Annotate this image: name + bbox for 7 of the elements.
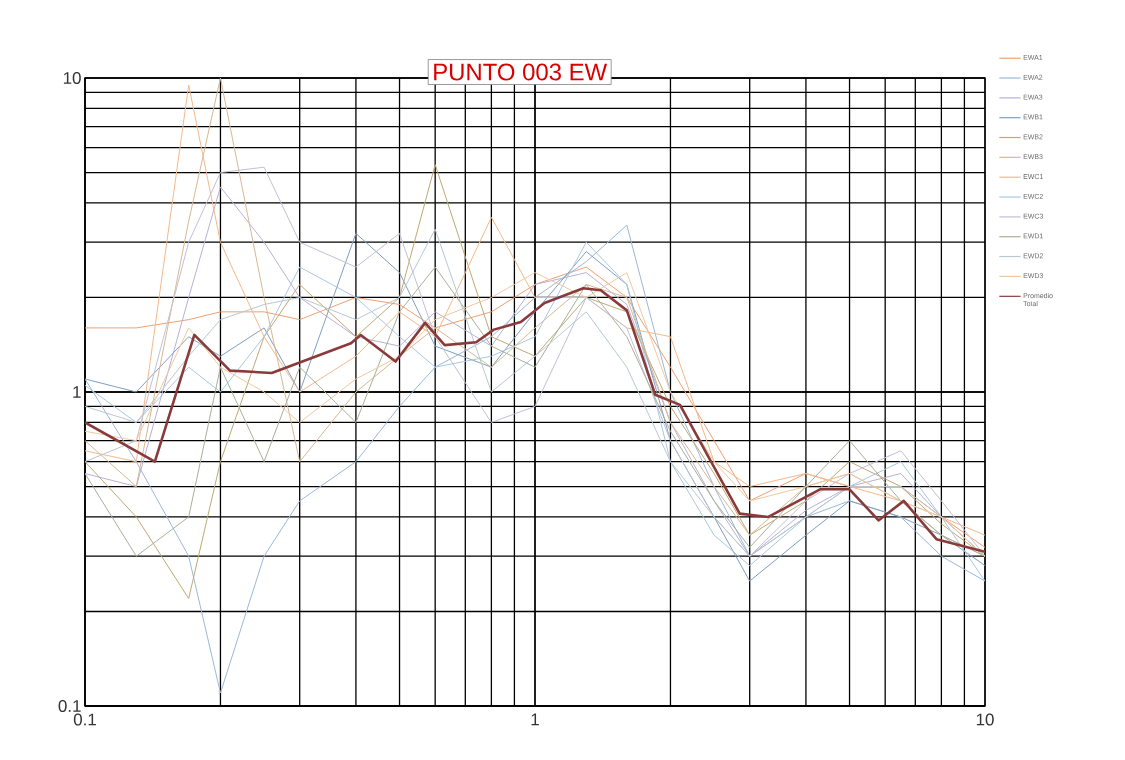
chart-title: PUNTO 003 EW — [434, 63, 608, 81]
y-tick-label: 10 — [63, 72, 81, 84]
x-tick-label: 10 — [976, 713, 994, 726]
y-tick-label: 0.1 — [58, 700, 81, 713]
x-tick-label: 1 — [531, 713, 539, 726]
x-tick-label: 0.1 — [73, 713, 96, 726]
y-tick-label: 1 — [73, 386, 81, 398]
